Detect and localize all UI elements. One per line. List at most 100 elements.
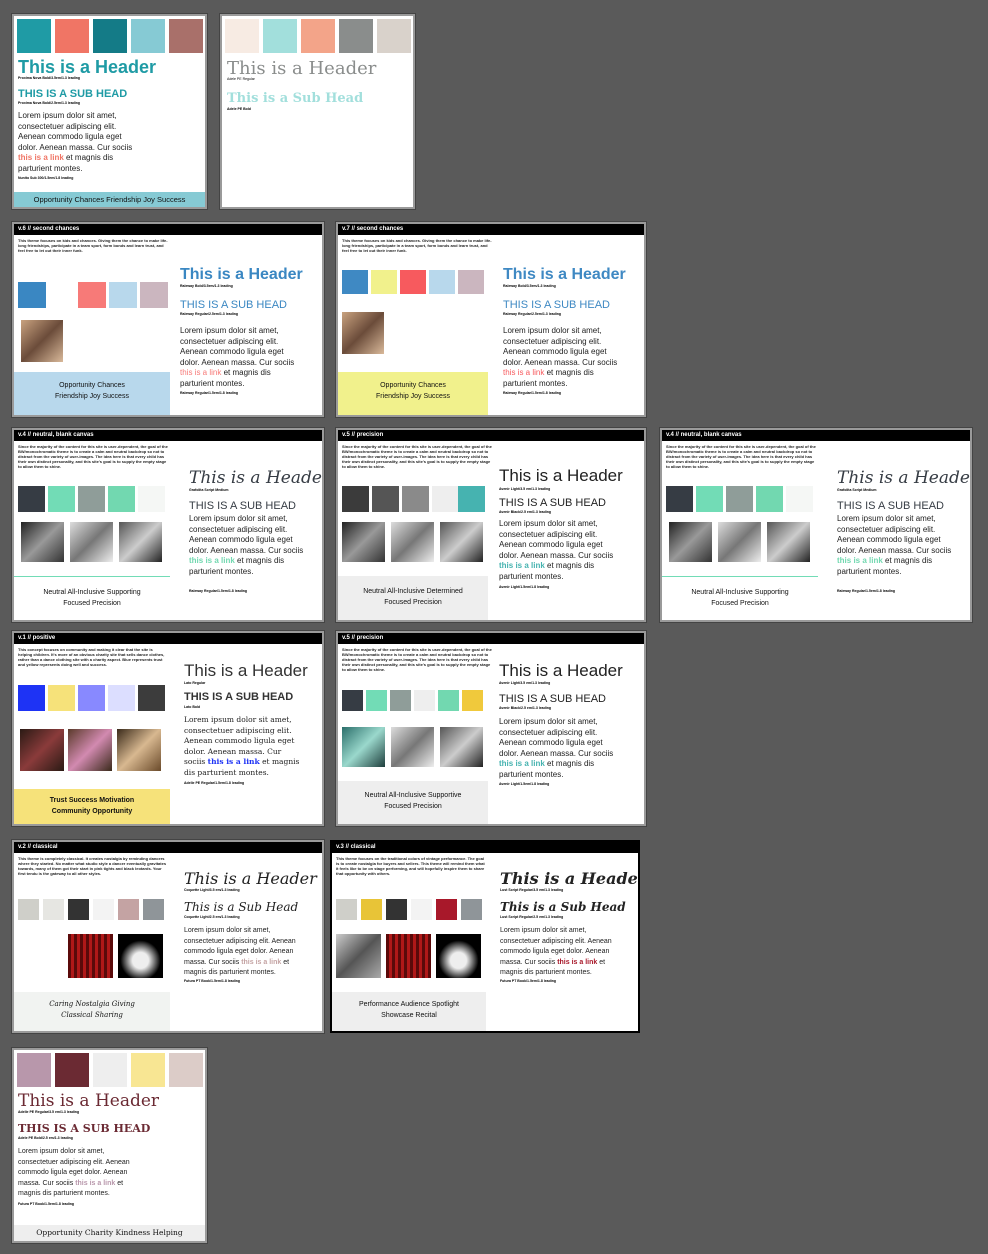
board-title: v.5 // precision — [338, 633, 644, 644]
sample-subhead: THIS IS A SUB HEAD — [499, 497, 606, 509]
body-text: Lorem ipsum dolor sit amet, consectetuer… — [18, 111, 133, 152]
footer-line-1: Caring Nostalgia Giving — [49, 1000, 135, 1008]
theme-description: This concept focuses on community and ma… — [18, 647, 165, 667]
body-text-end: et magnis dis parturient montes. — [499, 759, 595, 779]
community-photo-1 — [20, 729, 64, 771]
body-font-caption: Raleway Regular/1.5em/1.8 leading — [189, 589, 247, 593]
style-board-v1: v.1 // positive This concept focuses on … — [14, 633, 322, 824]
swatch — [17, 19, 51, 53]
footer-line-2: Focused Precision — [384, 803, 442, 810]
sample-link[interactable]: this is a link — [75, 1179, 116, 1187]
sample-link[interactable]: this is a link — [241, 958, 282, 966]
dance-photo-3 — [119, 522, 162, 562]
sample-link[interactable]: this is a link — [503, 368, 545, 377]
swatch — [390, 690, 411, 711]
body-font-caption: Futura PT Book/1.5em/1.8 leading — [184, 979, 241, 983]
swatch — [263, 19, 297, 53]
swatch — [429, 270, 455, 294]
footer-line-2: Friendship Joy Success — [376, 393, 450, 400]
swatch — [342, 270, 368, 294]
footer-line-2: Community Opportunity — [51, 808, 133, 815]
header-font-caption: Lato Regular — [184, 681, 206, 685]
keyword-footer: Opportunity Chances Friendship Joy Succe… — [14, 192, 205, 207]
body-font-caption: Avenir Light/1.5em/1.8 leading — [499, 782, 550, 786]
footer-line-1: Opportunity Chances — [380, 382, 446, 389]
theme-description: Since the majority of the content for th… — [18, 444, 168, 469]
style-board-v5-a: v.5 // precision Since the majority of t… — [338, 430, 644, 620]
keyword-footer: Neutral All-Inclusive Determined Focused… — [338, 576, 488, 620]
sample-subhead: This is a Sub Head — [227, 91, 364, 106]
footer-line-2: Focused Precision — [63, 600, 121, 607]
sample-subhead: THIS IS A SUB HEAD — [18, 1122, 151, 1135]
sample-link[interactable]: this is a link — [499, 759, 545, 768]
sample-body: Lorem ipsum dolor sit amet, consectetuer… — [184, 926, 302, 979]
swatch — [786, 486, 813, 512]
swatch — [339, 19, 373, 53]
body-text-end: et magnis dis parturient montes. — [184, 958, 290, 977]
swatch — [696, 486, 723, 512]
header-font-caption: Grafolita Script Medium — [189, 488, 229, 492]
body-text-end: et magnis dis parturient montes. — [503, 368, 594, 388]
swatch — [462, 690, 483, 711]
swatch — [361, 899, 382, 920]
dance-photo-2 — [391, 727, 434, 767]
sample-link[interactable]: this is a link — [207, 757, 260, 766]
subhead-font-caption: Avenir Black/2.5 em/1.3 leading — [499, 510, 552, 514]
style-board-12: This is a Header Adelle PE Regular/3.5 e… — [14, 1050, 205, 1241]
sample-header: This is a Header — [499, 661, 623, 680]
body-font-caption: Futura PT Book/1.5em/1.8 leading — [18, 1202, 75, 1206]
sample-body: Lorem ipsum dolor sit amet, consectetuer… — [837, 514, 955, 577]
sample-link[interactable]: this is a link — [499, 561, 545, 570]
keyword-footer: Opportunity Chances Friendship Joy Succe… — [14, 372, 170, 415]
sample-body: Lorem ipsum dolor sit amet, consectetuer… — [184, 715, 302, 778]
swatch — [400, 270, 426, 294]
sample-header: This is a Header — [500, 869, 638, 888]
dance-photo-1 — [669, 522, 712, 562]
sample-subhead: THIS IS A SUB HEAD — [503, 299, 610, 311]
swatch — [93, 1053, 127, 1087]
sample-header: This is a Header — [18, 1091, 160, 1111]
sample-subhead: This is a Sub Head — [184, 900, 299, 914]
footer-line-1: Opportunity Chances — [59, 382, 125, 389]
theme-description: This theme focuses on kids and chances. … — [342, 238, 492, 253]
sample-header: This is a Header — [837, 468, 970, 488]
body-text-end: et magnis dis parturient montes. — [18, 1179, 124, 1198]
swatch — [377, 19, 411, 53]
keyword-footer: Opportunity Charity Kindness Helping — [14, 1225, 205, 1241]
sample-link[interactable]: this is a link — [18, 153, 64, 162]
style-board-2: This is a Header Adele PE Regular This i… — [222, 16, 413, 207]
swatch — [756, 486, 783, 512]
header-font-caption: Avenir Light/3.5 em/1.3 leading — [499, 487, 551, 491]
dancer-spotlight-photo — [118, 934, 163, 978]
swatch — [17, 1053, 51, 1087]
body-font-caption: Nunito Sub 300/1.5em/1.8 leading — [18, 176, 74, 180]
body-text: Lorem ipsum dolor sit amet, consectetuer… — [499, 717, 614, 758]
header-font-caption: Adelle PE Regular/3.5 em/1.3 leading — [18, 1110, 80, 1114]
sample-body: Lorem ipsum dolor sit amet, consectetuer… — [189, 514, 307, 577]
sample-subhead: THIS IS A SUB HEAD — [499, 693, 606, 705]
sample-header: This is a Header — [503, 266, 626, 283]
footer-line-1: Neutral All-Inclusive Supporting — [691, 589, 789, 596]
swatch — [411, 899, 432, 920]
sample-link[interactable]: this is a link — [189, 556, 235, 565]
sample-subhead: THIS IS A SUB HEAD — [18, 88, 128, 100]
community-photo-2 — [68, 729, 112, 771]
swatch — [109, 282, 137, 308]
body-text-end: et magnis dis parturient montes. — [499, 561, 595, 581]
body-text-end: et magnis dis parturient montes. — [189, 556, 285, 576]
sample-link[interactable]: this is a link — [557, 958, 598, 966]
header-font-caption: Grafolita Script Medium — [837, 488, 877, 492]
sample-link[interactable]: this is a link — [837, 556, 883, 565]
sample-subhead: THIS IS A SUB HEAD — [189, 500, 296, 512]
dance-photo-1 — [21, 522, 64, 562]
keyword-footer: Neutral All-Inclusive Supporting Focused… — [662, 576, 818, 620]
dance-photo-3 — [440, 522, 483, 562]
swatch — [55, 19, 89, 53]
sample-header: This is a Header — [499, 466, 623, 485]
community-photo-3 — [117, 729, 161, 771]
swatch — [18, 685, 45, 711]
keyword-footer: Neutral All-Inclusive Supporting Focused… — [14, 576, 170, 620]
sample-link[interactable]: this is a link — [180, 368, 222, 377]
body-text: Lorem ipsum dolor sit amet, consectetuer… — [500, 927, 612, 966]
subhead-font-caption: Raleway Regular/2.5em/1.3 leading — [180, 312, 238, 316]
